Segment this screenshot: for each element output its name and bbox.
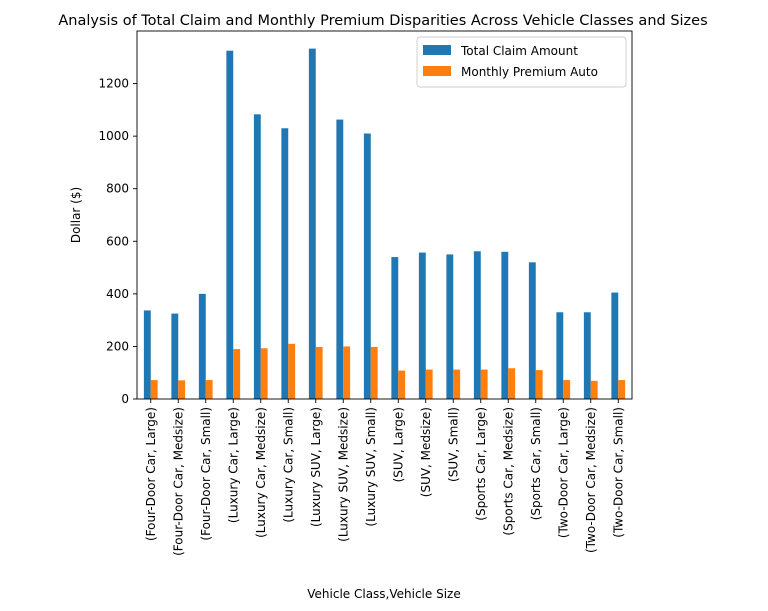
bar-series-0-15 [556, 312, 564, 399]
bar-series-1-11 [453, 369, 461, 399]
bar-series-0-13 [501, 251, 509, 399]
y-tick-label: 0 [121, 392, 129, 406]
x-tick-label: (Four-Door Car, Medsize) [171, 407, 185, 556]
x-tick-label: (Sports Car, Medsize) [501, 407, 515, 536]
y-tick-label: 400 [106, 287, 129, 301]
legend-label-0: Total Claim Amount [460, 44, 578, 58]
x-tick-label: (Sports Car, Large) [474, 407, 488, 521]
legend-swatch-1 [423, 66, 451, 76]
bar-series-1-13 [508, 368, 516, 399]
x-tick-label: (Luxury SUV, Large) [309, 407, 323, 527]
bar-series-0-8 [363, 133, 371, 399]
legend-box [416, 36, 627, 88]
x-tick-label: (SUV, Large) [391, 407, 405, 482]
bar-series-1-3 [233, 349, 241, 399]
y-axis-label: Dollar ($) [69, 187, 83, 243]
bar-series-0-2 [198, 293, 206, 399]
bar-series-1-12 [480, 369, 488, 399]
bar-series-0-12 [473, 251, 481, 399]
bar-series-1-14 [535, 370, 543, 399]
x-tick-label: (Two-Door Car, Large) [556, 407, 570, 538]
x-tick-label: (Two-Door Car, Small) [611, 407, 625, 538]
x-tick-label: (Four-Door Car, Small) [199, 407, 213, 541]
bar-series-1-2 [205, 380, 213, 399]
y-axis-ticks: 0 200 400 600 800 1000 1200 [98, 77, 137, 406]
bar-series-1-4 [260, 348, 268, 399]
legend-label-1: Monthly Premium Auto [461, 65, 598, 79]
bar-series-1-7 [343, 346, 351, 399]
bar-series-1-1 [178, 380, 186, 399]
bar-series-1-0 [150, 380, 158, 399]
bar-series-0-3 [226, 50, 234, 400]
bar-series-1-15 [563, 380, 571, 399]
y-tick-label: 200 [106, 339, 129, 353]
x-tick-label: (Four-Door Car, Large) [144, 407, 158, 541]
x-tick-label: (SUV, Medsize) [419, 407, 433, 497]
plot-frame [136, 30, 633, 400]
bar-series-0-10 [418, 252, 426, 399]
x-tick-label: (Luxury SUV, Medsize) [336, 407, 350, 542]
y-tick-label: 1200 [98, 77, 129, 91]
bar-series-0-1 [171, 313, 179, 399]
bar-series-0-6 [308, 48, 316, 400]
bar-series-0-4 [253, 114, 261, 399]
x-tick-label: (Luxury Car, Medsize) [254, 407, 268, 538]
chart-title: Analysis of Total Claim and Monthly Prem… [58, 13, 707, 29]
x-tick-label: (Luxury Car, Small) [281, 407, 295, 523]
bar-series-1-9 [398, 370, 406, 399]
x-tick-label: (Sports Car, Small) [529, 407, 543, 520]
x-tick-label: (Luxury Car, Large) [226, 407, 240, 523]
y-tick-label: 600 [106, 234, 129, 248]
bar-series-0-9 [391, 257, 399, 399]
bar-series-0-7 [336, 119, 344, 399]
legend-swatch-0 [423, 45, 451, 55]
x-tick-label: (SUV, Small) [446, 407, 460, 482]
bar-series-1-10 [425, 369, 433, 399]
bar-series-0-14 [528, 262, 536, 399]
bar-series-0-17 [611, 292, 619, 399]
y-tick-label: 800 [106, 182, 129, 196]
bar-series-1-6 [315, 346, 323, 399]
bar-series-1-16 [590, 380, 598, 399]
x-axis-label: Vehicle Class,Vehicle Size [307, 587, 460, 601]
bar-series-0-0 [143, 310, 151, 399]
x-tick-label: (Luxury SUV, Small) [364, 407, 378, 527]
legend: Total Claim Amount Monthly Premium Auto [416, 36, 627, 88]
bar-series-0-11 [446, 254, 454, 399]
x-tick-label: (Two-Door Car, Medsize) [584, 407, 598, 553]
bar-series-0-5 [281, 128, 289, 399]
bar-series-1-17 [618, 380, 626, 399]
bar-series-1-5 [288, 343, 296, 399]
bar-series-1-8 [370, 346, 378, 399]
bars-group [143, 48, 626, 400]
x-axis-ticks: (Four-Door Car, Large) (Four-Door Car, Me… [144, 399, 625, 556]
y-tick-label: 1000 [98, 129, 129, 143]
bar-series-0-16 [583, 312, 591, 399]
